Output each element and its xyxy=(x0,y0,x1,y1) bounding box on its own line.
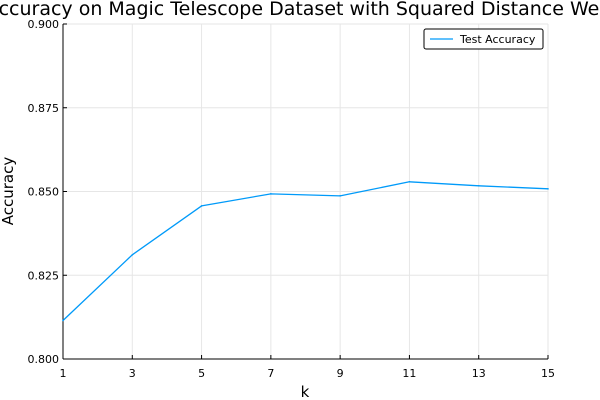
y-tick-label: 0.900 xyxy=(28,18,60,31)
x-tick-label: 15 xyxy=(541,367,555,380)
y-tick-label: 0.875 xyxy=(28,102,60,115)
legend-box xyxy=(423,28,544,50)
x-tick-label: 13 xyxy=(472,367,486,380)
axes xyxy=(62,23,549,360)
x-tick-label: 5 xyxy=(198,367,205,380)
chart-title: Test Accuracy on Magic Telescope Dataset… xyxy=(0,0,600,20)
x-tick-label: 3 xyxy=(129,367,136,380)
x-tick-label: 9 xyxy=(337,367,344,380)
x-tick-label: 7 xyxy=(267,367,274,380)
data-point xyxy=(477,185,480,187)
data-point xyxy=(547,188,549,190)
x-tick-label: 1 xyxy=(60,367,67,380)
y-axis-label: Accuracy xyxy=(0,157,17,226)
x-tick-label: 11 xyxy=(402,367,416,380)
y-tick-label: 0.800 xyxy=(28,353,60,366)
data-point xyxy=(62,319,64,322)
legend-label: Test Accuracy xyxy=(459,33,536,46)
y-tick-label: 0.850 xyxy=(28,186,60,199)
data-point xyxy=(270,193,272,195)
data-point xyxy=(131,254,134,256)
y-tick-label: 0.825 xyxy=(28,269,60,282)
data-point xyxy=(339,195,341,197)
legend: Test Accuracy xyxy=(423,28,544,50)
data-point xyxy=(408,180,411,183)
x-axis-label: k xyxy=(301,383,310,400)
series-line-test-accuracy xyxy=(62,181,549,321)
data-point xyxy=(200,205,203,207)
series-lines xyxy=(62,180,549,322)
